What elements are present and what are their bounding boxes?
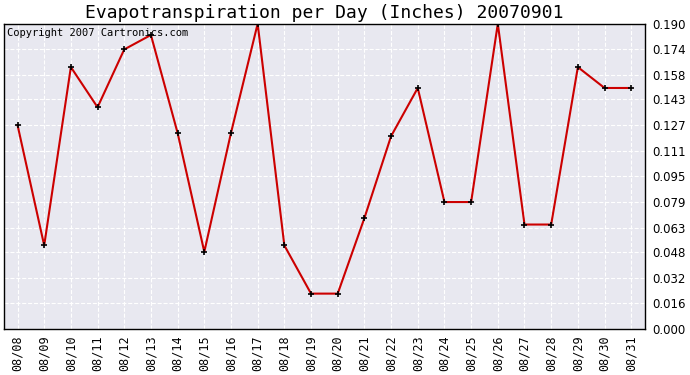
- Text: Copyright 2007 Cartronics.com: Copyright 2007 Cartronics.com: [8, 28, 188, 38]
- Title: Evapotranspiration per Day (Inches) 20070901: Evapotranspiration per Day (Inches) 2007…: [85, 4, 564, 22]
